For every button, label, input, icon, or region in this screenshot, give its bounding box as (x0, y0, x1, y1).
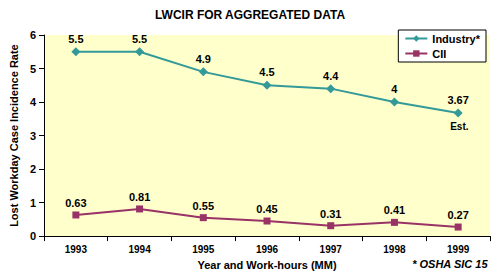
svg-text:5.5: 5.5 (68, 33, 83, 45)
svg-text:3: 3 (30, 130, 36, 142)
svg-text:4.4: 4.4 (323, 70, 339, 82)
svg-text:0.81: 0.81 (129, 191, 150, 203)
svg-text:4.5: 4.5 (259, 66, 274, 78)
svg-text:0.31: 0.31 (320, 208, 341, 220)
svg-text:Year and Work-hours (MM): Year and Work-hours (MM) (197, 259, 336, 271)
svg-text:0.41: 0.41 (384, 204, 405, 216)
svg-text:0.27: 0.27 (447, 209, 468, 221)
svg-text:LWCIR FOR AGGREGATED DATA: LWCIR FOR AGGREGATED DATA (155, 8, 346, 22)
svg-text:0.63: 0.63 (65, 197, 86, 209)
svg-text:1998: 1998 (383, 244, 406, 255)
svg-text:6: 6 (30, 29, 36, 41)
svg-text:5.5: 5.5 (132, 33, 147, 45)
svg-text:0: 0 (30, 230, 36, 242)
svg-text:1996: 1996 (256, 244, 279, 255)
svg-text:1997: 1997 (320, 244, 343, 255)
svg-text:1994: 1994 (128, 244, 151, 255)
svg-text:1: 1 (30, 197, 36, 209)
svg-text:3.67: 3.67 (447, 94, 468, 106)
svg-text:4: 4 (30, 96, 37, 108)
svg-text:Est.: Est. (450, 121, 469, 132)
svg-text:1993: 1993 (65, 244, 88, 255)
svg-text:0.45: 0.45 (256, 203, 277, 215)
svg-text:Industry*: Industry* (432, 33, 480, 45)
svg-text:1995: 1995 (192, 244, 215, 255)
svg-text:0.55: 0.55 (193, 200, 214, 212)
svg-text:Lost Workday Case Incidence Ra: Lost Workday Case Incidence Rate (8, 44, 20, 227)
svg-text:4.9: 4.9 (196, 53, 211, 65)
svg-text:* OSHA SIC 15: * OSHA SIC 15 (412, 258, 488, 270)
svg-text:5: 5 (30, 63, 36, 75)
svg-text:1999: 1999 (447, 244, 470, 255)
svg-text:4: 4 (391, 83, 398, 95)
svg-text:2: 2 (30, 163, 36, 175)
svg-text:CII: CII (432, 48, 446, 60)
